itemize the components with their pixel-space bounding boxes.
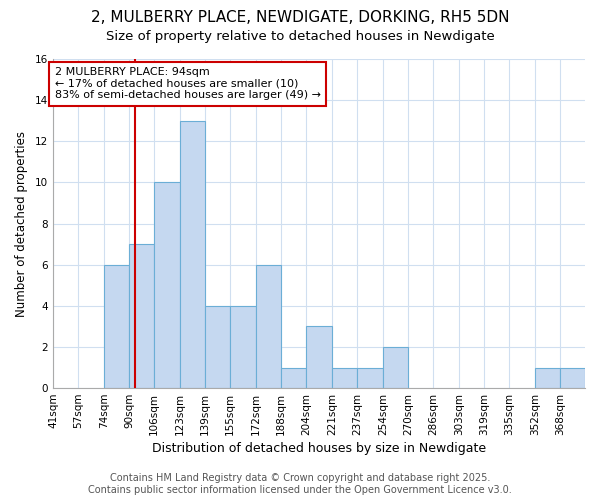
Bar <box>256 264 281 388</box>
Bar <box>180 120 205 388</box>
Bar <box>535 368 560 388</box>
Bar <box>281 368 306 388</box>
Bar <box>129 244 154 388</box>
Text: Size of property relative to detached houses in Newdigate: Size of property relative to detached ho… <box>106 30 494 43</box>
X-axis label: Distribution of detached houses by size in Newdigate: Distribution of detached houses by size … <box>152 442 486 455</box>
Bar <box>332 368 357 388</box>
Bar <box>205 306 230 388</box>
Bar <box>154 182 180 388</box>
Text: 2 MULBERRY PLACE: 94sqm
← 17% of detached houses are smaller (10)
83% of semi-de: 2 MULBERRY PLACE: 94sqm ← 17% of detache… <box>55 67 320 100</box>
Bar <box>306 326 332 388</box>
Y-axis label: Number of detached properties: Number of detached properties <box>15 130 28 316</box>
Bar <box>383 347 408 388</box>
Bar <box>230 306 256 388</box>
Bar <box>560 368 585 388</box>
Bar <box>357 368 383 388</box>
Text: 2, MULBERRY PLACE, NEWDIGATE, DORKING, RH5 5DN: 2, MULBERRY PLACE, NEWDIGATE, DORKING, R… <box>91 10 509 25</box>
Bar <box>104 264 129 388</box>
Text: Contains HM Land Registry data © Crown copyright and database right 2025.
Contai: Contains HM Land Registry data © Crown c… <box>88 474 512 495</box>
